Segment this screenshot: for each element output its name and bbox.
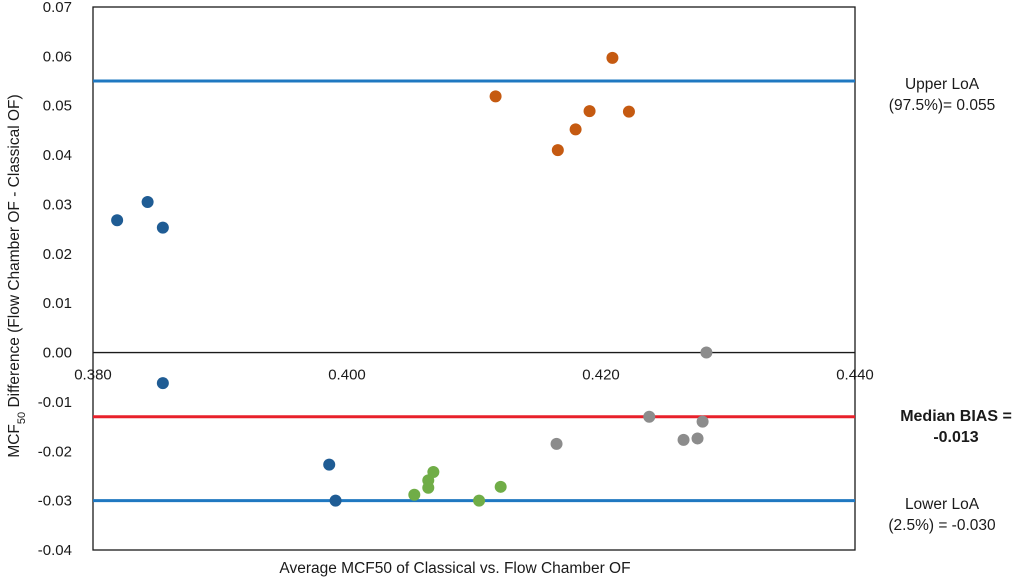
data-point [427,466,440,479]
reference-lines [93,79,855,503]
median-bias-value: -0.013 [933,429,979,446]
y-tick-labels: 0.07 0.06 0.05 0.04 0.03 0.02 0.01 0.00 -0.01 -0.… [38,0,72,559]
data-point [422,481,435,494]
y-axis-title: MCF50 Difference (Flow Chamber OF - Clas… [6,94,28,457]
data-point [551,144,564,157]
data-point [622,105,635,118]
lower-loa-label: Lower LoA (2.5%) = -0.030 [872,494,1012,536]
data-point [550,437,563,450]
y-tick-label: 0.04 [43,147,72,164]
data-point [696,415,709,428]
x-tick-label: 0.420 [582,367,620,384]
y-tick-label: 0.03 [43,196,72,213]
data-point [111,214,124,227]
data-point [323,458,336,471]
y-tick-label: 0.00 [43,345,72,362]
plot-frame [92,6,856,551]
data-point [156,377,169,390]
data-point [408,488,421,501]
data-point [583,105,596,118]
data-point [691,432,704,445]
upper-loa-label: Upper LoA (97.5%)= 0.055 [872,74,1012,116]
data-point [473,494,486,507]
y-tick-label: 0.05 [43,98,72,115]
median-bias-label: Median BIAS = -0.013 [888,406,1024,448]
data-point [643,410,656,423]
lower-loa-title: Lower LoA [904,496,980,513]
data-point [606,51,619,64]
x-axis-title: Average MCF50 of Classical vs. Flow Cham… [279,560,630,577]
data-point [677,433,690,446]
y-tick-label: -0.02 [38,443,72,460]
y-tick-label: -0.03 [38,493,72,510]
y-tick-label: 0.02 [43,246,72,263]
data-point [569,123,582,136]
data-point [329,494,342,507]
x-tick-labels: 0.380 0.400 0.420 0.440 [74,367,874,384]
data-point [489,90,502,103]
median-bias-title: Median BIAS = [900,408,1012,425]
y-tick-label: 0.06 [43,48,72,65]
data-point [700,346,713,359]
data-points [111,51,713,507]
data-point [494,480,507,493]
y-tick-label: 0.07 [43,0,72,16]
x-tick-label: 0.400 [328,367,366,384]
y-tick-label: -0.01 [38,394,72,411]
upper-loa-value: (97.5%)= 0.055 [888,97,996,114]
data-point [156,221,169,234]
lower-loa-value: (2.5%) = -0.030 [888,517,996,534]
upper-loa-title: Upper LoA [904,76,980,93]
y-tick-label: 0.01 [43,295,72,312]
y-tick-label: -0.04 [38,542,72,559]
data-point [141,195,154,208]
